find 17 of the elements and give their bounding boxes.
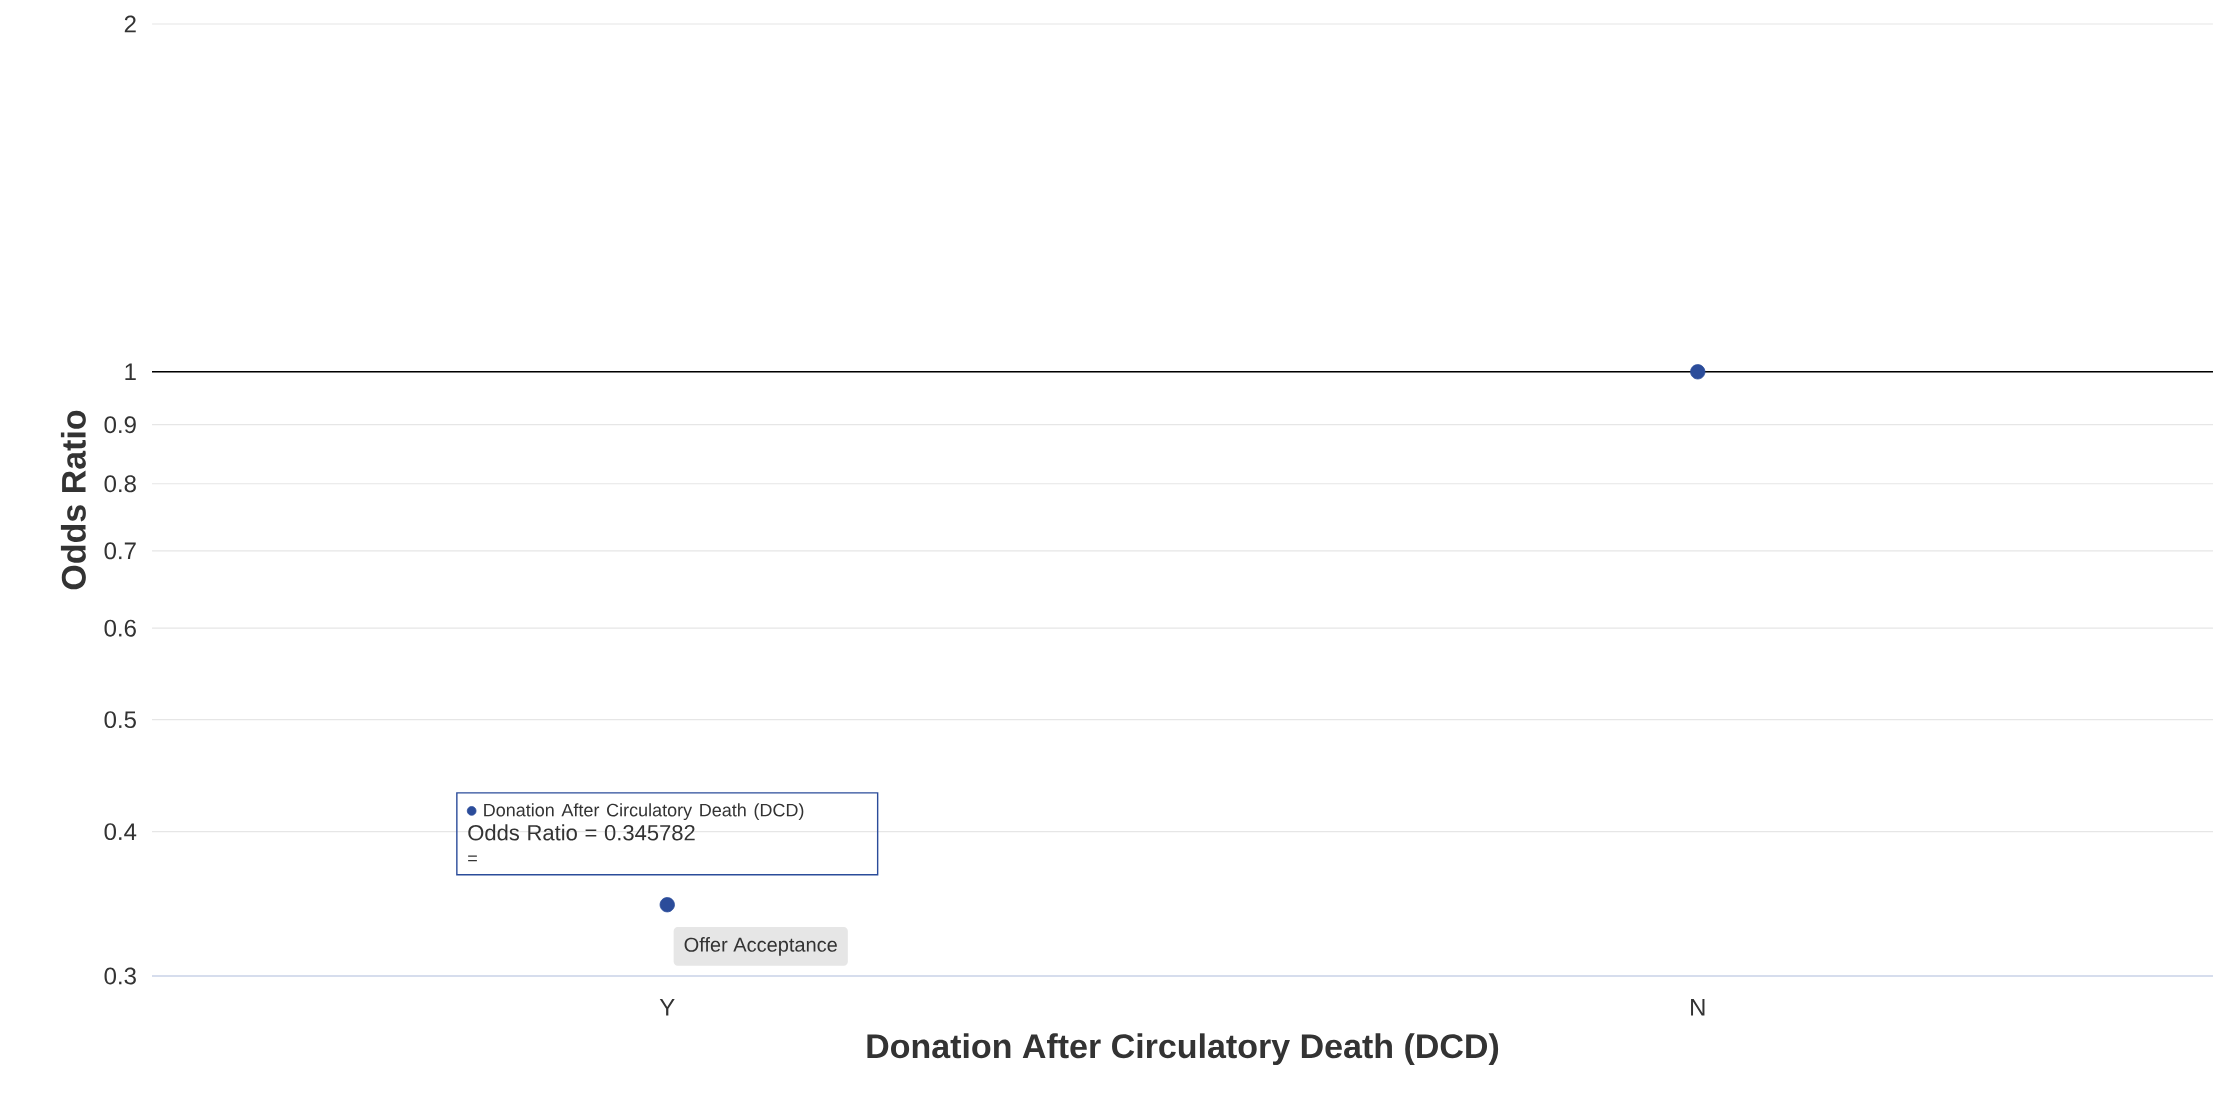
y-tick-label: 0.4 <box>104 823 137 841</box>
y-tick-label: 0.5 <box>104 711 136 729</box>
y-tick-label: 0.6 <box>104 619 136 637</box>
y-tick-label: 1 <box>125 363 136 381</box>
y-tick-label: 0.3 <box>104 967 136 985</box>
annotation: Odds Ratio = 0.345782 <box>468 824 695 841</box>
y-tick-label: 0.7 <box>104 542 136 560</box>
x-tick-label: N <box>1691 999 1705 1016</box>
y-tick-label: 0.9 <box>104 416 136 434</box>
y-tick-label: 0.8 <box>104 475 136 493</box>
legend-label: Donation After Circulatory Death (DCD) <box>484 803 804 821</box>
y-axis-title: Odds Ratio <box>60 410 86 590</box>
annotation: Offer Acceptance <box>684 937 837 956</box>
x-tick-label: Y <box>659 999 675 1016</box>
x-axis-title: Donation After Circulatory Death (DCD) <box>867 1033 1499 1065</box>
annotation: = <box>468 855 477 862</box>
y-tick-label: 2 <box>124 15 136 33</box>
